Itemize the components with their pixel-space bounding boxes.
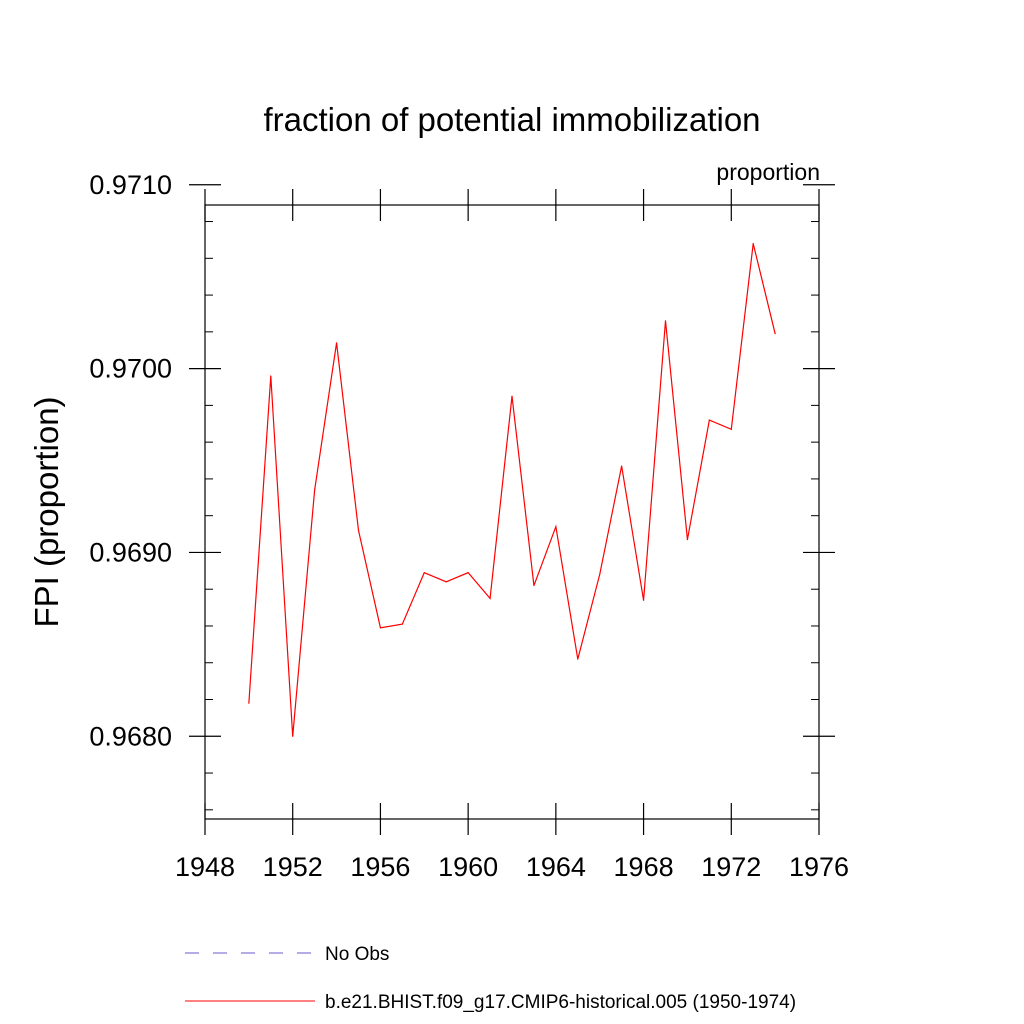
data-point	[686, 538, 689, 541]
data-point	[270, 375, 272, 377]
legend-label-historical: b.e21.BHIST.f09_g17.CMIP6-historical.005…	[325, 992, 796, 1013]
units-label: proportion	[716, 159, 820, 185]
data-point	[445, 581, 447, 583]
series-line	[248, 243, 776, 737]
y-tick-label: 0.9710	[89, 170, 172, 200]
data-point	[555, 526, 557, 528]
data-point	[489, 597, 491, 600]
y-tick-label: 0.9680	[89, 721, 172, 751]
data-point	[357, 529, 360, 531]
data-point	[379, 627, 382, 629]
series-group	[248, 243, 776, 737]
data-point	[774, 333, 776, 335]
x-tick-label: 1960	[438, 852, 498, 882]
x-tick-label: 1964	[526, 852, 586, 882]
y-axis-label: FPI (proportion)	[28, 396, 65, 627]
data-point	[314, 489, 316, 491]
data-point	[335, 342, 338, 344]
x-tick-label: 1976	[789, 852, 849, 882]
data-point	[511, 395, 513, 397]
plot-frame	[204, 204, 820, 820]
x-tick-label: 1952	[263, 852, 323, 882]
y-tick-label: 0.9690	[89, 537, 172, 567]
data-point	[248, 702, 250, 704]
x-tick-label: 1968	[614, 852, 674, 882]
y-tick-label: 0.9700	[89, 354, 172, 384]
data-point	[292, 735, 294, 737]
legend-label-no-obs: No Obs	[325, 944, 389, 965]
data-point	[752, 243, 754, 245]
legend: No Obs b.e21.BHIST.f09_g17.CMIP6-histori…	[185, 944, 796, 1013]
x-tick-label: 1972	[701, 852, 761, 882]
data-point	[642, 599, 645, 601]
data-point	[730, 428, 732, 430]
data-point	[599, 573, 601, 576]
data-point	[577, 658, 579, 660]
data-point	[467, 572, 469, 574]
data-point	[423, 572, 425, 574]
data-point	[664, 320, 667, 322]
data-point	[708, 419, 710, 421]
axis-ticks	[189, 184, 835, 835]
data-point	[533, 584, 535, 587]
x-tick-labels: 1948 1952 1956 1960 1964 1968 1972 1976	[175, 852, 849, 882]
y-tick-labels: 0.9680 0.9690 0.9700 0.9710	[89, 170, 172, 751]
chart-title: fraction of potential immobilization	[263, 101, 760, 138]
x-tick-label: 1948	[175, 852, 235, 882]
data-point	[401, 623, 403, 625]
x-tick-label: 1956	[350, 852, 410, 882]
data-point	[621, 465, 623, 467]
